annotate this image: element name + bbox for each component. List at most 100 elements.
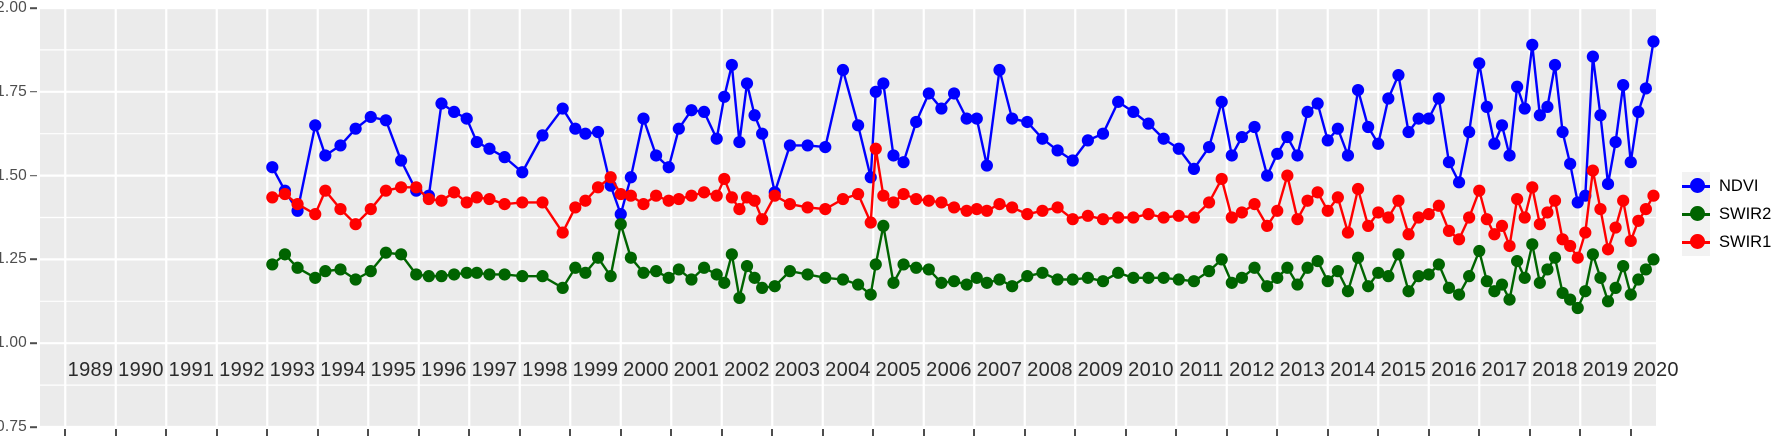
y-axis-tick-mark <box>30 342 37 344</box>
data-point <box>1202 265 1216 278</box>
data-point <box>1488 228 1501 241</box>
data-point <box>935 196 948 209</box>
data-point <box>697 261 711 274</box>
data-point <box>266 258 279 271</box>
data-point <box>1473 57 1486 70</box>
data-point <box>1066 273 1079 286</box>
data-point <box>1382 92 1395 105</box>
data-point <box>379 246 393 259</box>
data-point <box>1331 122 1344 135</box>
data-point <box>1402 285 1415 298</box>
data-point <box>1495 278 1509 291</box>
y-axis-tick-mark <box>30 91 37 93</box>
data-point <box>887 149 900 162</box>
x-axis-year-label: 2013 <box>1279 359 1326 381</box>
y-axis: 2.00 1.75 1.50 1.25 1.00 0.75 <box>0 0 40 442</box>
x-axis-year-label: 2018 <box>1532 359 1578 381</box>
data-point <box>1452 233 1466 246</box>
data-point <box>672 122 685 135</box>
data-point <box>422 192 435 206</box>
data-point <box>1495 219 1509 232</box>
legend-key-swatch <box>1682 172 1710 200</box>
data-point <box>910 261 923 274</box>
data-point <box>1480 213 1493 226</box>
data-point <box>922 194 935 207</box>
data-point <box>869 258 882 271</box>
data-point <box>1412 112 1425 125</box>
data-point <box>756 281 769 294</box>
legend-label: NDVI <box>1719 176 1759 195</box>
data-point <box>448 268 461 281</box>
data-point <box>725 191 738 204</box>
data-point <box>1624 288 1637 301</box>
series-line <box>271 40 1655 216</box>
data-point <box>1609 281 1622 294</box>
data-point <box>922 263 935 276</box>
data-point <box>980 204 993 217</box>
data-point <box>1172 209 1185 222</box>
data-point <box>291 197 304 211</box>
data-point <box>1142 208 1155 221</box>
data-point <box>1548 58 1562 72</box>
data-point <box>1541 263 1554 276</box>
data-point <box>1442 224 1456 238</box>
data-point <box>1301 261 1314 274</box>
x-axis-tick-mark <box>165 429 168 436</box>
legend-item-swir2[interactable]: SWIR2 <box>1682 200 1771 228</box>
series-line <box>271 223 1655 310</box>
data-point <box>1412 211 1425 224</box>
data-point <box>637 266 650 279</box>
legend-item-ndvi[interactable]: NDVI <box>1682 172 1770 200</box>
data-point <box>1624 156 1637 169</box>
x-axis-tick-mark <box>771 429 774 436</box>
data-point <box>1127 105 1140 119</box>
data-point <box>1541 100 1554 113</box>
data-point <box>1511 192 1524 206</box>
data-point <box>1579 226 1592 239</box>
x-axis-tick-mark <box>1326 429 1329 436</box>
data-point <box>1533 109 1546 122</box>
data-point <box>1639 263 1652 276</box>
x-axis-tick-mark <box>1478 429 1481 436</box>
data-point <box>1511 80 1524 93</box>
x-axis-tick-mark <box>821 429 824 436</box>
data-point <box>278 248 292 261</box>
data-point <box>556 281 569 294</box>
data-point <box>1215 253 1228 266</box>
data-point <box>1639 203 1652 216</box>
data-point <box>1311 186 1324 199</box>
data-point <box>1281 169 1294 182</box>
data-point <box>278 187 292 201</box>
data-point <box>410 268 423 281</box>
data-point <box>1187 162 1201 175</box>
data-point <box>1533 218 1546 231</box>
data-point <box>1096 127 1110 140</box>
data-point <box>1586 50 1599 63</box>
data-point <box>1301 194 1314 207</box>
data-point <box>516 196 529 209</box>
x-axis-tick-mark <box>720 429 723 436</box>
x-axis-tick-mark <box>1629 429 1632 436</box>
data-point <box>1271 271 1284 284</box>
data-point <box>1594 203 1607 216</box>
data-point <box>1096 275 1110 288</box>
data-point <box>536 270 549 283</box>
data-point <box>993 197 1006 211</box>
legend-item-swir1[interactable]: SWIR1 <box>1682 228 1772 256</box>
data-point <box>836 273 850 286</box>
data-point <box>1392 194 1405 207</box>
series-ndvi <box>266 35 1660 221</box>
data-point <box>740 77 754 90</box>
x-axis-tick-mark <box>518 429 521 436</box>
data-point <box>1225 149 1238 162</box>
data-point <box>579 266 592 279</box>
data-point <box>718 90 731 103</box>
legend-label: SWIR1 <box>1719 232 1772 251</box>
x-axis-tick-mark <box>1427 429 1430 436</box>
data-point <box>1021 270 1034 283</box>
data-point <box>1601 177 1615 191</box>
data-point <box>604 270 617 283</box>
data-point <box>1112 95 1125 108</box>
data-point <box>1586 164 1599 177</box>
